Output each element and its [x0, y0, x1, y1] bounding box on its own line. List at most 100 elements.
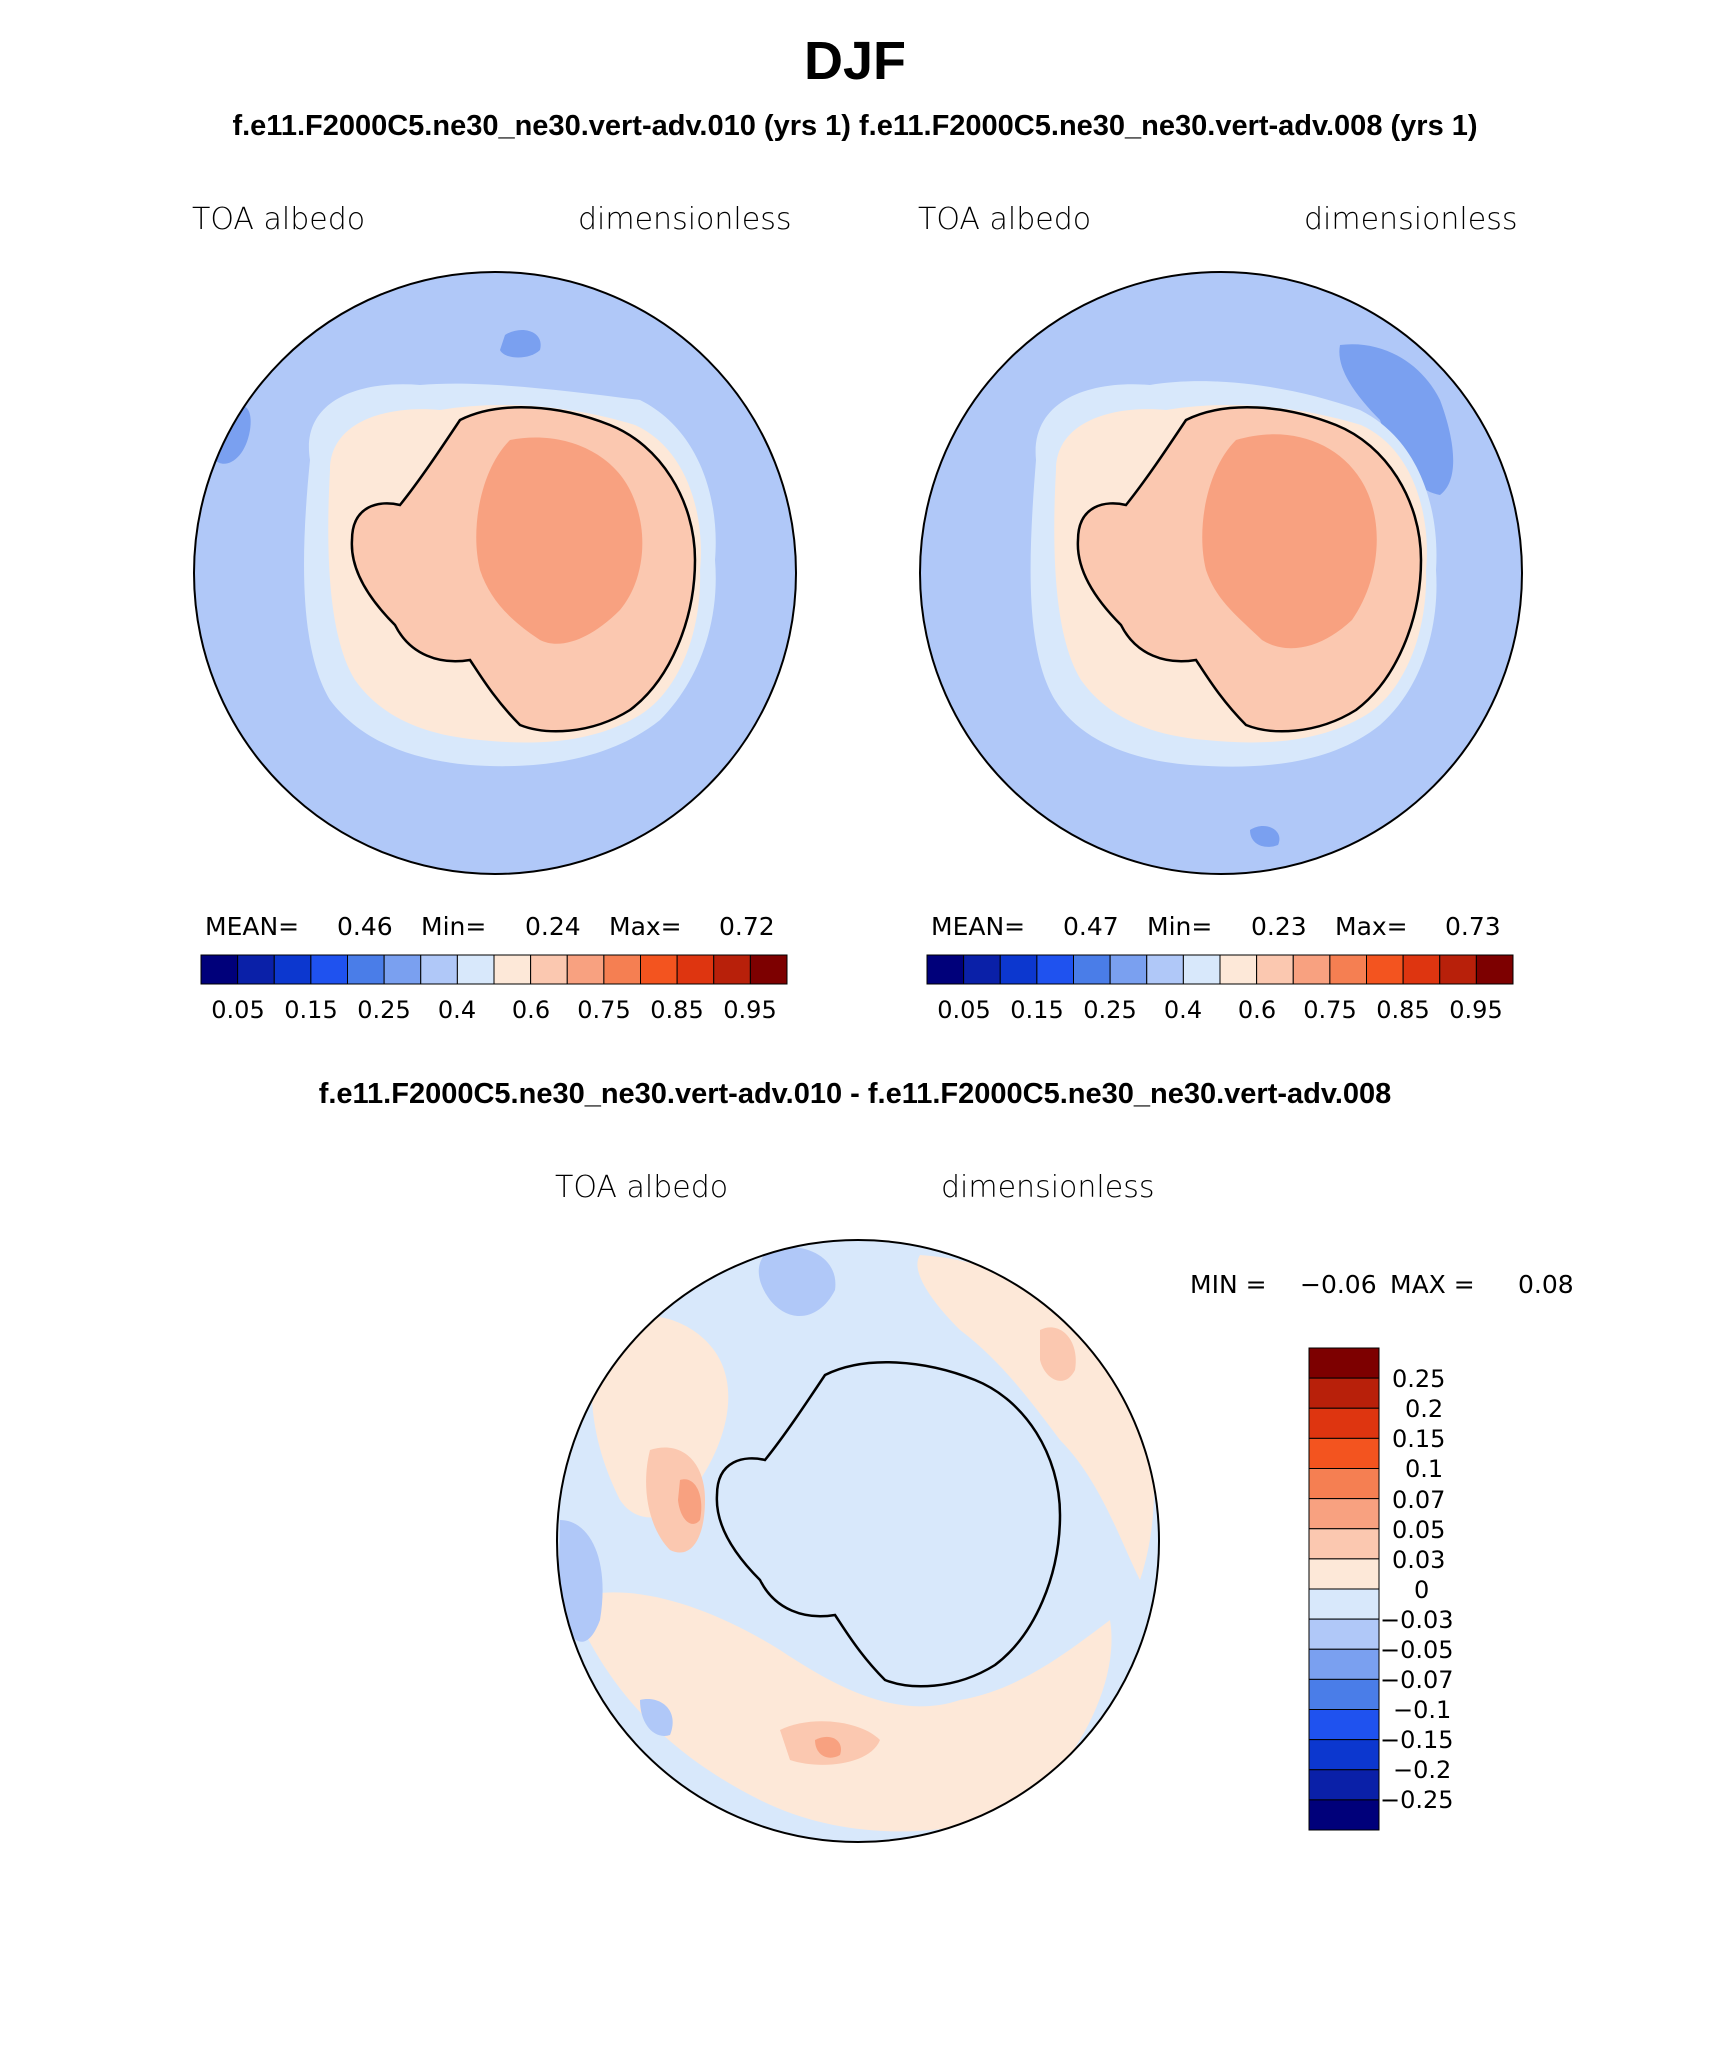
panel1-colorbar-cell: [383, 954, 422, 985]
panel2-colorbar-cell: [1146, 954, 1184, 985]
diff-units-label: dimensionless: [941, 1170, 1155, 1205]
panel1-colorbar-cell: [456, 954, 495, 985]
diff-colorbar-tick: −0.25: [1380, 1786, 1454, 1814]
panel1-colorbar-cell: [603, 954, 641, 985]
panel2-map-border: [919, 271, 1523, 875]
figure-title: DJF: [803, 31, 906, 91]
panel2-colorbar-tick: 0.05: [937, 996, 991, 1024]
panel1-units-label: dimensionless: [578, 202, 792, 237]
panel1-colorbar-cell: [530, 954, 568, 985]
panel2-colorbar-tick: 0.85: [1376, 996, 1430, 1024]
diff-colorbar-cell: [1308, 1347, 1380, 1379]
panel1-colorbar-tick: 0.85: [650, 996, 704, 1024]
panel2-colorbar-tick: 0.15: [1010, 996, 1064, 1024]
panel1-colorbar-cell: [310, 954, 348, 985]
diff-subtitle: f.e11.F2000C5.ne30_ne30.vert-adv.010 - f…: [318, 1078, 1392, 1110]
diff-colorbar-tick: −0.15: [1380, 1726, 1454, 1754]
panel2-colorbar-cell: [1366, 954, 1404, 985]
diff-colorbar-cell: [1308, 1407, 1380, 1439]
diff-max-label: MAX =: [1390, 1270, 1475, 1299]
panel2-max-value: 0.73: [1445, 912, 1501, 941]
top-subtitle: f.e11.F2000C5.ne30_ne30.vert-adv.010 (yr…: [232, 110, 1478, 142]
panel1-colorbar-cell: [713, 954, 751, 985]
panel1-mean-value: 0.46: [337, 912, 393, 941]
panel2-colorbar-cell: [1292, 954, 1331, 985]
diff-map: [556, 1239, 1160, 1843]
panel2-colorbar-cell: [1402, 954, 1441, 985]
diff-colorbar-cell: [1308, 1769, 1380, 1801]
panel2-plateau: [1202, 434, 1377, 649]
panel1-colorbar-cell: [420, 954, 458, 985]
panel1-map-border: [193, 271, 797, 875]
diff-positive-region: [1040, 1327, 1076, 1381]
diff-colorbar-cell: [1308, 1558, 1380, 1590]
panel2-colorbar-cell: [1036, 954, 1074, 985]
panel2-min-value: 0.23: [1251, 912, 1307, 941]
diff-colorbar-tick: 0.2: [1405, 1395, 1444, 1423]
diff-colorbar-cell: [1308, 1709, 1380, 1741]
panel1-colorbar-tick: 0.95: [723, 996, 777, 1024]
panel1-colorbar-cell: [640, 954, 678, 985]
panel2-mean-value: 0.47: [1063, 912, 1119, 941]
panel1-colorbar-cell: [676, 954, 715, 985]
panel1-dark-patch: [500, 330, 541, 358]
diff-positive-region: [678, 1479, 702, 1524]
panel2-max-label: Max=: [1335, 912, 1408, 941]
diff-colorbar-cell: [1308, 1648, 1380, 1680]
diff-colorbar-cell: [1308, 1528, 1380, 1560]
panel1-colorbar-cell: [273, 954, 312, 985]
diff-min-label: MIN =: [1190, 1270, 1267, 1299]
panel2-units-label: dimensionless: [1304, 202, 1518, 237]
panel2-colorbar-cell: [926, 954, 965, 985]
diff-colorbar-cell: [1308, 1739, 1380, 1771]
panel1-map: [193, 271, 797, 875]
diff-colorbar-tick: −0.07: [1380, 1666, 1454, 1694]
diff-colorbar-cell: [1308, 1377, 1380, 1409]
panel2-colorbar-tick: 0.6: [1237, 996, 1277, 1024]
panel2-colorbar-cell: [1439, 954, 1477, 985]
panel1-plateau: [476, 437, 643, 644]
panel1-max-value: 0.72: [719, 912, 775, 941]
panel1-colorbar-cell: [347, 954, 385, 985]
diff-colorbar-cell: [1308, 1437, 1380, 1469]
panel2-colorbar-tick: 0.95: [1449, 996, 1503, 1024]
panel1-min-value: 0.24: [525, 912, 581, 941]
panel1-colorbar-cell: [566, 954, 605, 985]
diff-colorbar-tick: −0.1: [1393, 1696, 1452, 1724]
panel2-colorbar: [926, 954, 1514, 985]
panel2-mean-label: MEAN=: [931, 912, 1026, 941]
diff-colorbar-tick: 0.1: [1405, 1455, 1444, 1483]
panel2-colorbar-cell: [1475, 954, 1514, 985]
panel1-colorbar-tick: 0.75: [577, 996, 631, 1024]
diff-map-border: [556, 1239, 1160, 1843]
panel1-min-label: Min=: [421, 912, 487, 941]
panel2-colorbar-cell: [1109, 954, 1148, 985]
diff-negative-region: [640, 1699, 673, 1736]
panel2-colorbar-cell: [1329, 954, 1367, 985]
panel1-colorbar-cell: [749, 954, 788, 985]
panel1-colorbar-tick: 0.4: [437, 996, 477, 1024]
diff-min-value: −0.06: [1300, 1270, 1377, 1299]
diff-positive-region: [646, 1447, 705, 1553]
panel2-colorbar-cell: [1219, 954, 1258, 985]
panel2-colorbar-cell: [999, 954, 1038, 985]
diff-colorbar-cell: [1308, 1588, 1380, 1620]
panel2-colorbar-cell: [963, 954, 1001, 985]
diff-colorbar-tick: −0.2: [1393, 1756, 1452, 1784]
diff-colorbar-tick: 0.15: [1392, 1425, 1446, 1453]
panel2-colorbar-tick: 0.75: [1303, 996, 1357, 1024]
diff-coastline: [715, 1361, 1062, 1688]
panel1-variable-label: TOA albedo: [192, 202, 366, 237]
diff-positive-region: [570, 1592, 1112, 1832]
panel2-min-label: Min=: [1147, 912, 1213, 941]
diff-colorbar-cell: [1308, 1468, 1380, 1500]
panel2-coastline: [1076, 406, 1423, 733]
panel2-colorbar-cell: [1182, 954, 1221, 985]
diff-colorbar-tick: 0.05: [1392, 1516, 1446, 1544]
diff-colorbar: [1308, 1347, 1380, 1831]
diff-colorbar-tick: 0.07: [1392, 1486, 1446, 1514]
panel1-colorbar-tick: 0.05: [211, 996, 265, 1024]
diff-colorbar-tick: 0.03: [1392, 1546, 1446, 1574]
panel1-colorbar-tick: 0.15: [284, 996, 338, 1024]
panel2-colorbar-cell: [1073, 954, 1111, 985]
